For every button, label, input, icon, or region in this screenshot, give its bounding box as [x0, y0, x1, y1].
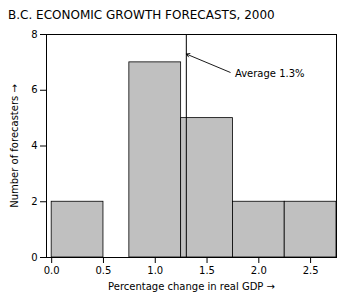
svg-text:1.0: 1.0	[147, 265, 163, 276]
svg-text:Number of forecasters →: Number of forecasters →	[9, 84, 20, 208]
svg-text:0.0: 0.0	[44, 265, 60, 276]
svg-text:0: 0	[31, 252, 37, 263]
svg-text:4: 4	[31, 140, 37, 151]
svg-text:Average 1.3%: Average 1.3%	[235, 68, 305, 79]
svg-text:2: 2	[31, 196, 37, 207]
svg-text:0.5: 0.5	[96, 265, 112, 276]
svg-text:1.5: 1.5	[199, 265, 215, 276]
svg-text:8: 8	[31, 29, 37, 40]
html-text:B.C. ECONOMIC GROWTH FORECASTS: B.C. ECONOMIC GROWTH FORECASTS, 2000	[8, 8, 275, 22]
svg-text:6: 6	[31, 84, 37, 95]
svg-text:2.5: 2.5	[303, 265, 319, 276]
svg-text:2.0: 2.0	[251, 265, 267, 276]
svg-text:Percentage change in real GDP: Percentage change in real GDP →	[108, 281, 275, 292]
